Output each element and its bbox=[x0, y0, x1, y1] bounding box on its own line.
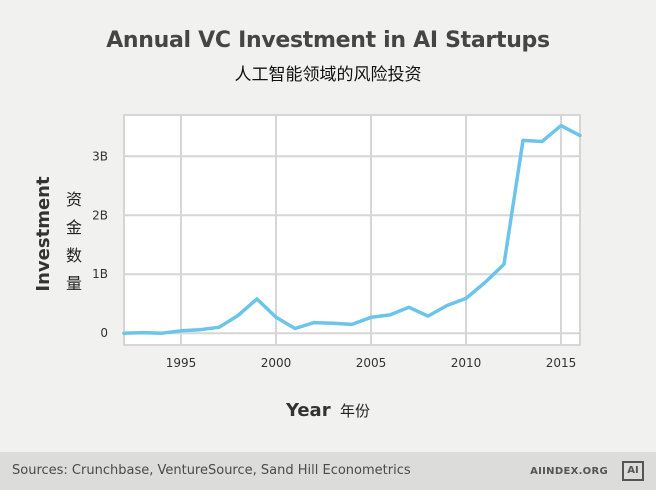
data-point bbox=[446, 304, 448, 307]
x-tick-label: 2005 bbox=[356, 356, 387, 370]
sources-text: Sources: Crunchbase, VentureSource, Sand… bbox=[12, 463, 411, 478]
y-tick-label: 3B bbox=[92, 149, 108, 163]
x-axis-ticks: 1995 2000 2005 2010 2015 bbox=[166, 356, 577, 370]
data-point bbox=[427, 315, 429, 317]
data-point bbox=[408, 306, 410, 309]
x-tick-label: 2015 bbox=[546, 356, 577, 370]
data-point bbox=[237, 314, 239, 317]
y-axis-ticks: 0 1B 2B 3B bbox=[92, 149, 108, 340]
y-tick-label: 2B bbox=[92, 208, 108, 222]
data-point bbox=[484, 281, 486, 284]
series-lines bbox=[122, 123, 582, 335]
y-tick-label: 1B bbox=[92, 267, 108, 281]
chart-subtitle: 人工智能领域的风险投资 bbox=[234, 65, 422, 85]
x-tick-label: 2010 bbox=[451, 356, 482, 370]
chart-title: Annual VC Investment in AI Startups bbox=[106, 28, 550, 53]
data-point bbox=[522, 139, 524, 142]
data-point bbox=[465, 297, 467, 300]
x-axis-label-english: Year bbox=[285, 400, 331, 421]
data-point bbox=[123, 332, 125, 335]
x-tick-label: 1995 bbox=[166, 356, 197, 370]
y-tick-label: 0 bbox=[100, 326, 108, 340]
data-point bbox=[142, 331, 144, 334]
y-axis-label-chinese: 资金数量 bbox=[65, 190, 82, 293]
data-point bbox=[541, 140, 543, 143]
data-point bbox=[503, 263, 505, 266]
data-point bbox=[351, 323, 353, 326]
data-point bbox=[313, 321, 315, 324]
y-axis-label: Investment bbox=[33, 176, 54, 292]
data-point bbox=[579, 134, 581, 137]
data-point bbox=[294, 327, 296, 330]
data-point bbox=[180, 330, 182, 332]
aiindex-link[interactable]: AIINDEX.ORG bbox=[530, 466, 608, 477]
data-point bbox=[161, 332, 163, 335]
data-point bbox=[560, 124, 562, 127]
x-axis-label: Year 年份 bbox=[0, 400, 656, 421]
ai-logo-icon: AI bbox=[622, 461, 644, 481]
data-point bbox=[370, 316, 372, 319]
line-chart: 1995 2000 2005 2010 2015 0 1B 2B 3B bbox=[92, 114, 582, 370]
data-point bbox=[256, 298, 258, 300]
x-axis-label-chinese: 年份 bbox=[340, 402, 371, 420]
data-point bbox=[275, 316, 277, 319]
plot-border bbox=[123, 114, 581, 346]
data-point bbox=[389, 314, 391, 316]
data-point bbox=[218, 326, 220, 329]
data-point bbox=[332, 322, 334, 324]
data-point bbox=[199, 328, 201, 331]
x-tick-label: 2000 bbox=[261, 356, 292, 370]
footer-bar: Sources: Crunchbase, VentureSource, Sand… bbox=[0, 452, 656, 490]
plot-area bbox=[124, 115, 580, 345]
grid-lines bbox=[123, 114, 581, 346]
